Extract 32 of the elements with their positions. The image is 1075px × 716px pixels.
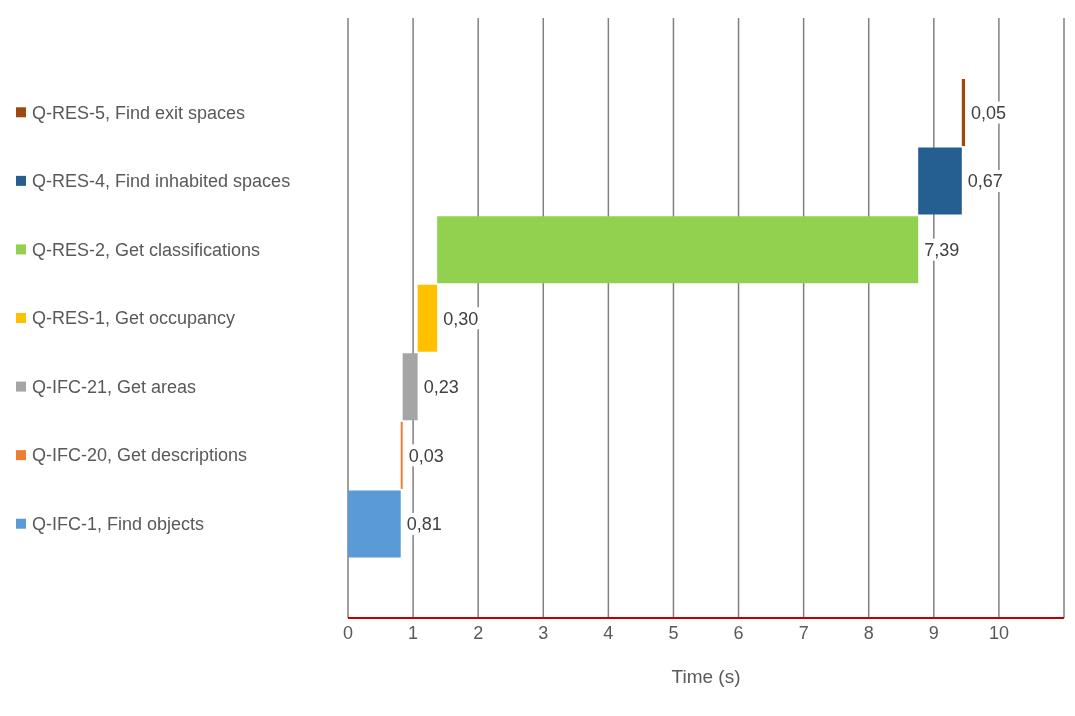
y-tick-label: Q-IFC-20, Get descriptions [32,445,248,466]
bar [437,216,919,284]
y-tick-label: Q-RES-2, Get classifications [32,239,261,260]
x-tick-label: 4 [603,622,614,643]
data-label: 0,23 [423,377,459,398]
data-label: 0,03 [408,445,444,466]
x-tick-label: 6 [733,622,744,643]
x-tick-label: 10 [988,622,1009,643]
x-tick-label: 8 [863,622,874,643]
x-tick-label: 0 [342,622,354,643]
y-tick-label: Q-RES-4, Find inhabited spaces [32,171,291,192]
bar [961,79,966,146]
y-tick-label: Q-IFC-21, Get areas [32,376,197,397]
bar [348,490,401,558]
data-label: 7,39 [924,239,960,260]
y-tick-label: Q-IFC-1, Find objects [32,514,205,535]
data-label: 0,67 [967,171,1003,192]
bar [918,147,962,215]
bar [417,284,438,352]
data-label: 0,05 [971,102,1007,123]
x-tick-label: 7 [798,622,809,643]
y-tick-label: Q-RES-1, Get occupancy [32,308,236,329]
y-tick-label: Q-RES-5, Find exit spaces [32,102,246,123]
data-label: 0,81 [406,514,442,535]
x-axis-title: Time (s) [671,666,741,687]
x-tick-label: 9 [928,622,939,643]
x-tick-label: 1 [408,622,419,643]
x-tick-label: 2 [473,622,484,643]
data-label: 0,30 [443,308,479,329]
x-tick-label: 5 [668,622,679,643]
x-tick-label: 3 [538,622,549,643]
bar [402,353,418,421]
